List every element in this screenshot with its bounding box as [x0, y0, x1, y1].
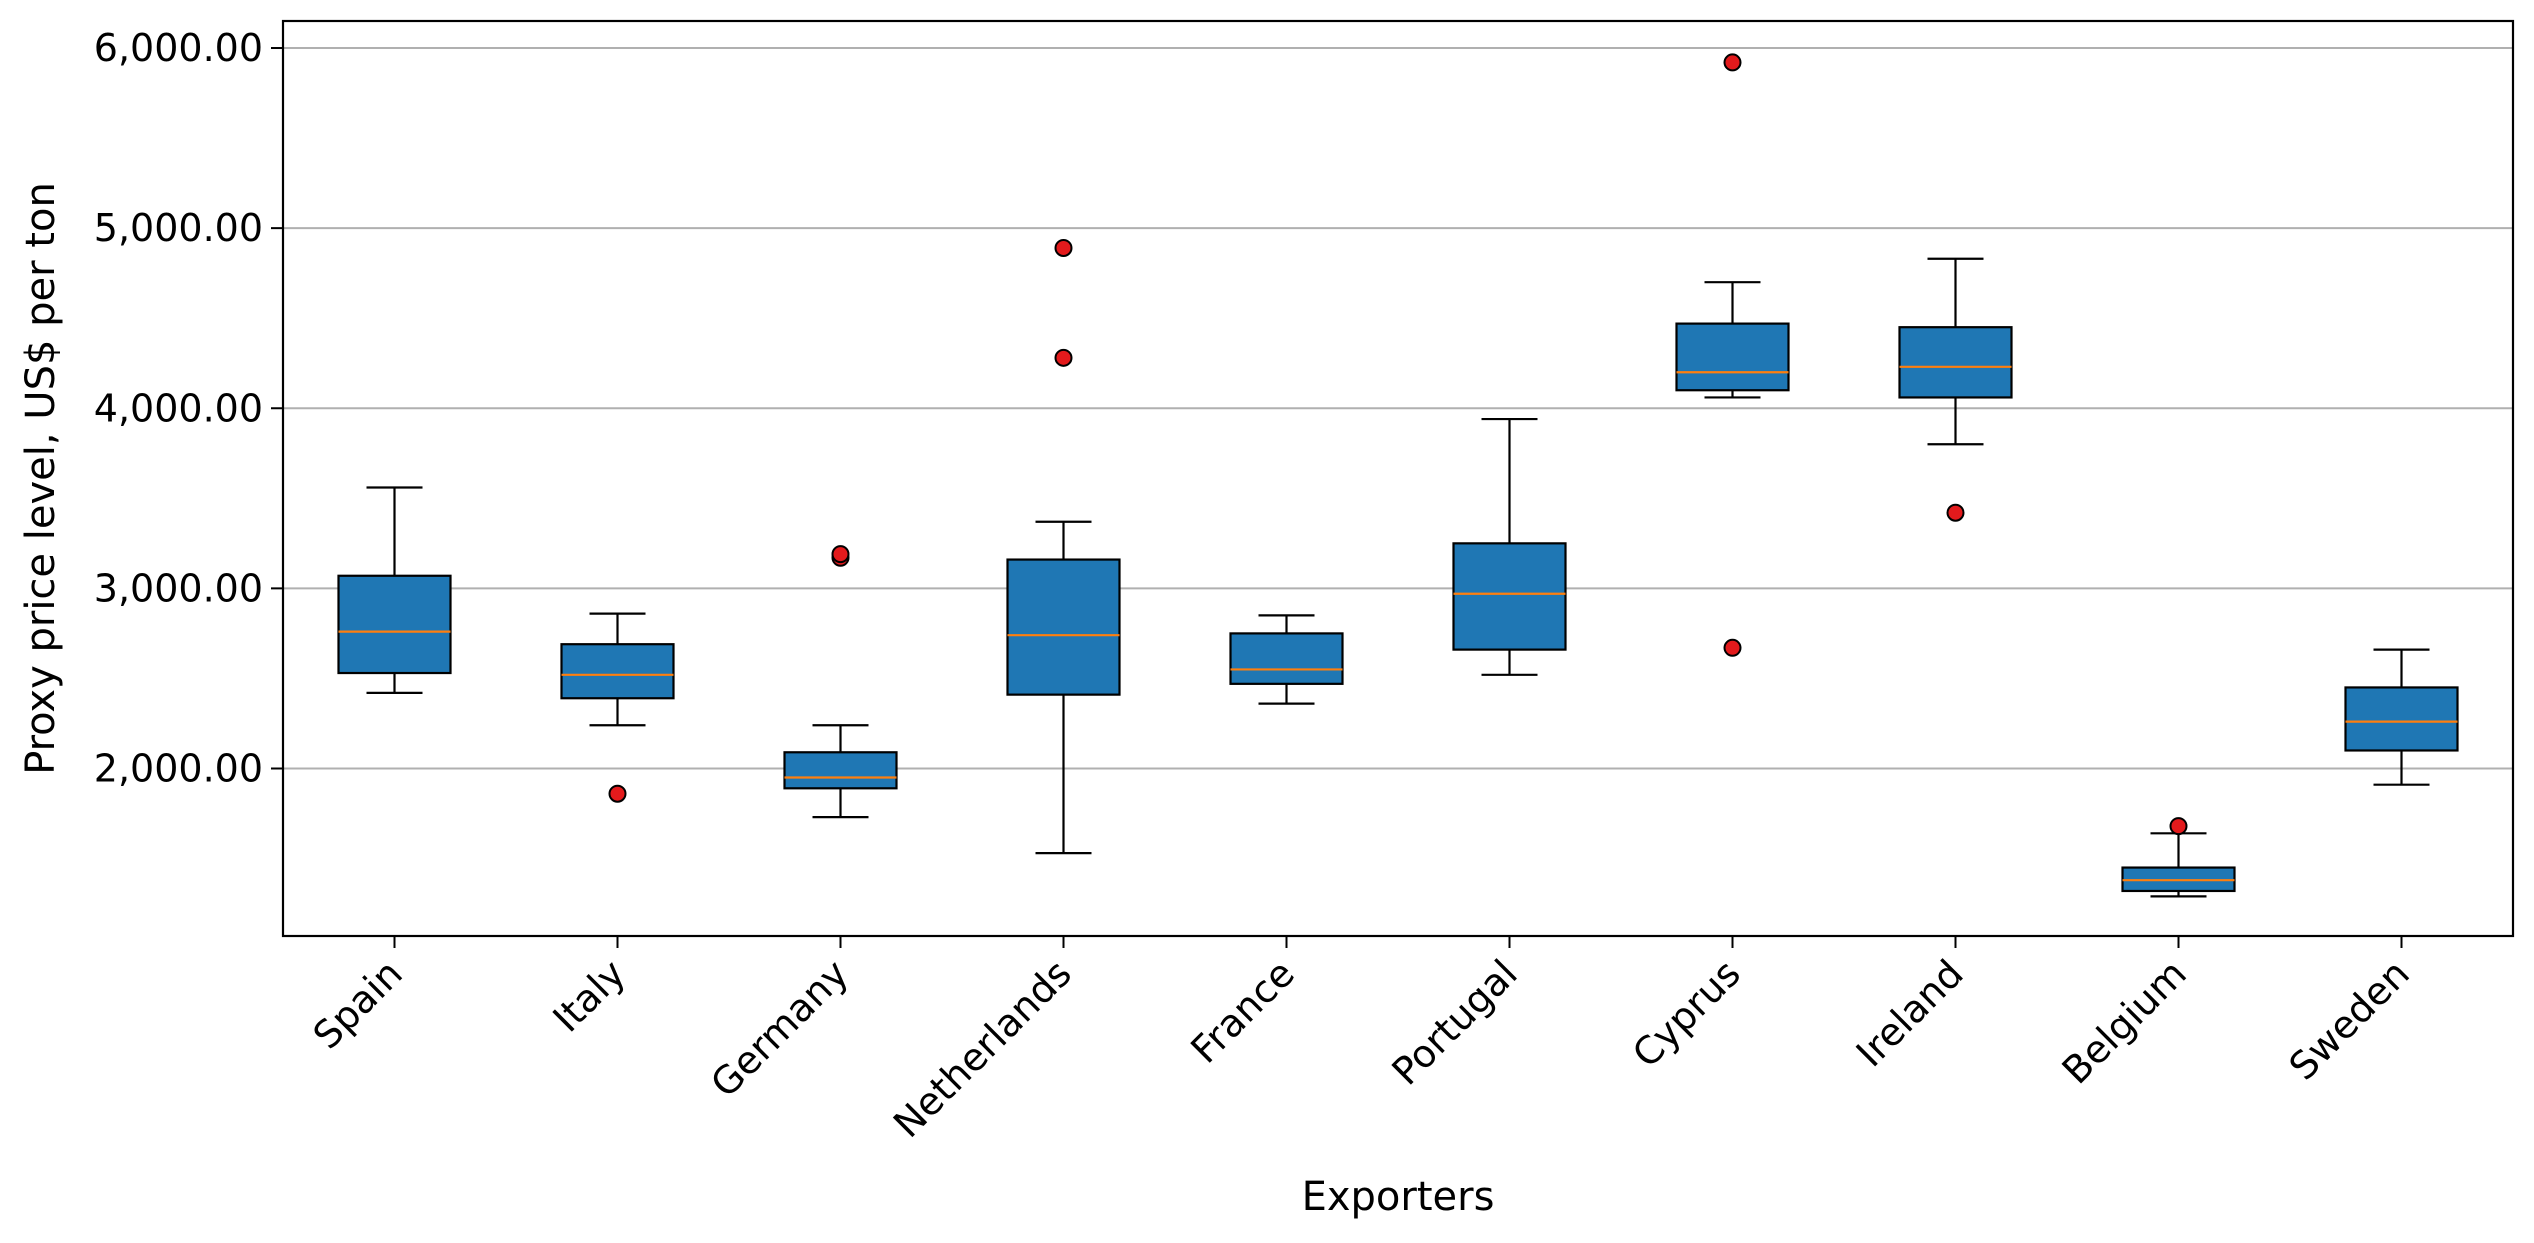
y-tick-label: 2,000.00: [94, 746, 263, 790]
y-axis-label: Proxy price level, US$ per ton: [18, 182, 64, 775]
outlier-point: [1946, 503, 1965, 522]
box-iqr: [783, 751, 898, 790]
box-group-italy: [560, 612, 675, 803]
outlier-point: [2169, 817, 2188, 836]
y-tick-label: 4,000.00: [94, 386, 263, 430]
box-group-france: [1229, 614, 1344, 705]
x-axis-label: Exporters: [1302, 1174, 1495, 1220]
outlier-point: [831, 545, 850, 564]
box-group-portugal: [1452, 417, 1567, 676]
box-iqr: [1898, 326, 2013, 399]
x-tick-label: Germany: [702, 951, 857, 1106]
grid-lines: [283, 47, 2513, 770]
outlier-point: [608, 784, 627, 803]
box-group-cyprus: [1675, 53, 1790, 657]
box-group-belgium: [2121, 817, 2236, 898]
box-iqr: [1675, 322, 1790, 392]
y-tick-label: 6,000.00: [94, 26, 263, 70]
box-iqr: [337, 574, 452, 675]
box-group-netherlands: [1006, 238, 1121, 855]
box-group-sweden: [2344, 648, 2459, 786]
box-iqr: [2344, 686, 2459, 752]
y-tick-label: 5,000.00: [94, 206, 263, 250]
outlier-point: [1054, 348, 1073, 367]
x-tick-label: Sweden: [2281, 951, 2418, 1088]
box-iqr: [1006, 558, 1121, 696]
outlier-point: [1723, 53, 1742, 72]
x-tick-label: Spain: [305, 951, 411, 1057]
box-group-spain: [337, 486, 452, 694]
plot-area-frame: [281, 19, 2515, 938]
x-axis-ticks: Spain Italy Germany Netherlands France Portug…: [305, 936, 2418, 1146]
y-tick-label: 3,000.00: [94, 566, 263, 610]
box-group-ireland: [1898, 257, 2013, 522]
outlier-point: [1054, 238, 1073, 257]
x-tick-label: Belgium: [2054, 951, 2195, 1092]
x-tick-label: Ireland: [1848, 951, 1972, 1075]
boxes: [337, 53, 2459, 898]
box-group-germany: [783, 545, 898, 819]
x-tick-label: Portugal: [1383, 951, 1525, 1093]
x-tick-label: Cyprus: [1624, 951, 1749, 1076]
box-iqr: [1452, 542, 1567, 651]
outlier-point: [1723, 638, 1742, 657]
box-iqr: [1229, 632, 1344, 685]
x-tick-label: France: [1182, 951, 1302, 1071]
box-iqr: [560, 643, 675, 700]
x-tick-label: Netherlands: [885, 951, 1080, 1146]
y-axis-ticks: 2,000.00 3,000.00 4,000.00 5,000.00 6,000.00: [94, 26, 283, 790]
x-tick-label: Italy: [544, 951, 633, 1040]
